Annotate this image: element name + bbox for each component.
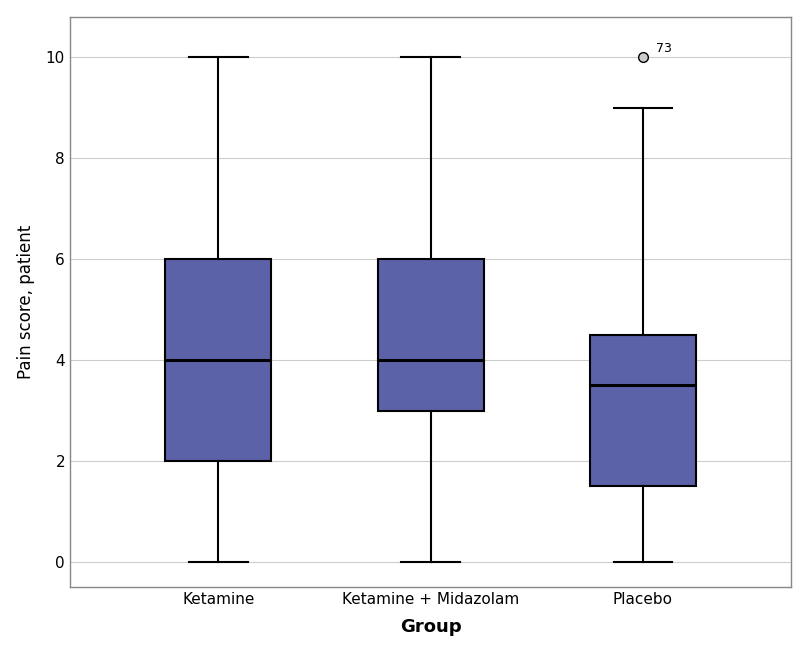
FancyBboxPatch shape (166, 259, 271, 461)
X-axis label: Group: Group (400, 618, 461, 636)
FancyBboxPatch shape (590, 335, 696, 486)
FancyBboxPatch shape (377, 259, 484, 411)
Text: 73: 73 (655, 42, 671, 55)
Y-axis label: Pain score, patient: Pain score, patient (17, 225, 35, 379)
